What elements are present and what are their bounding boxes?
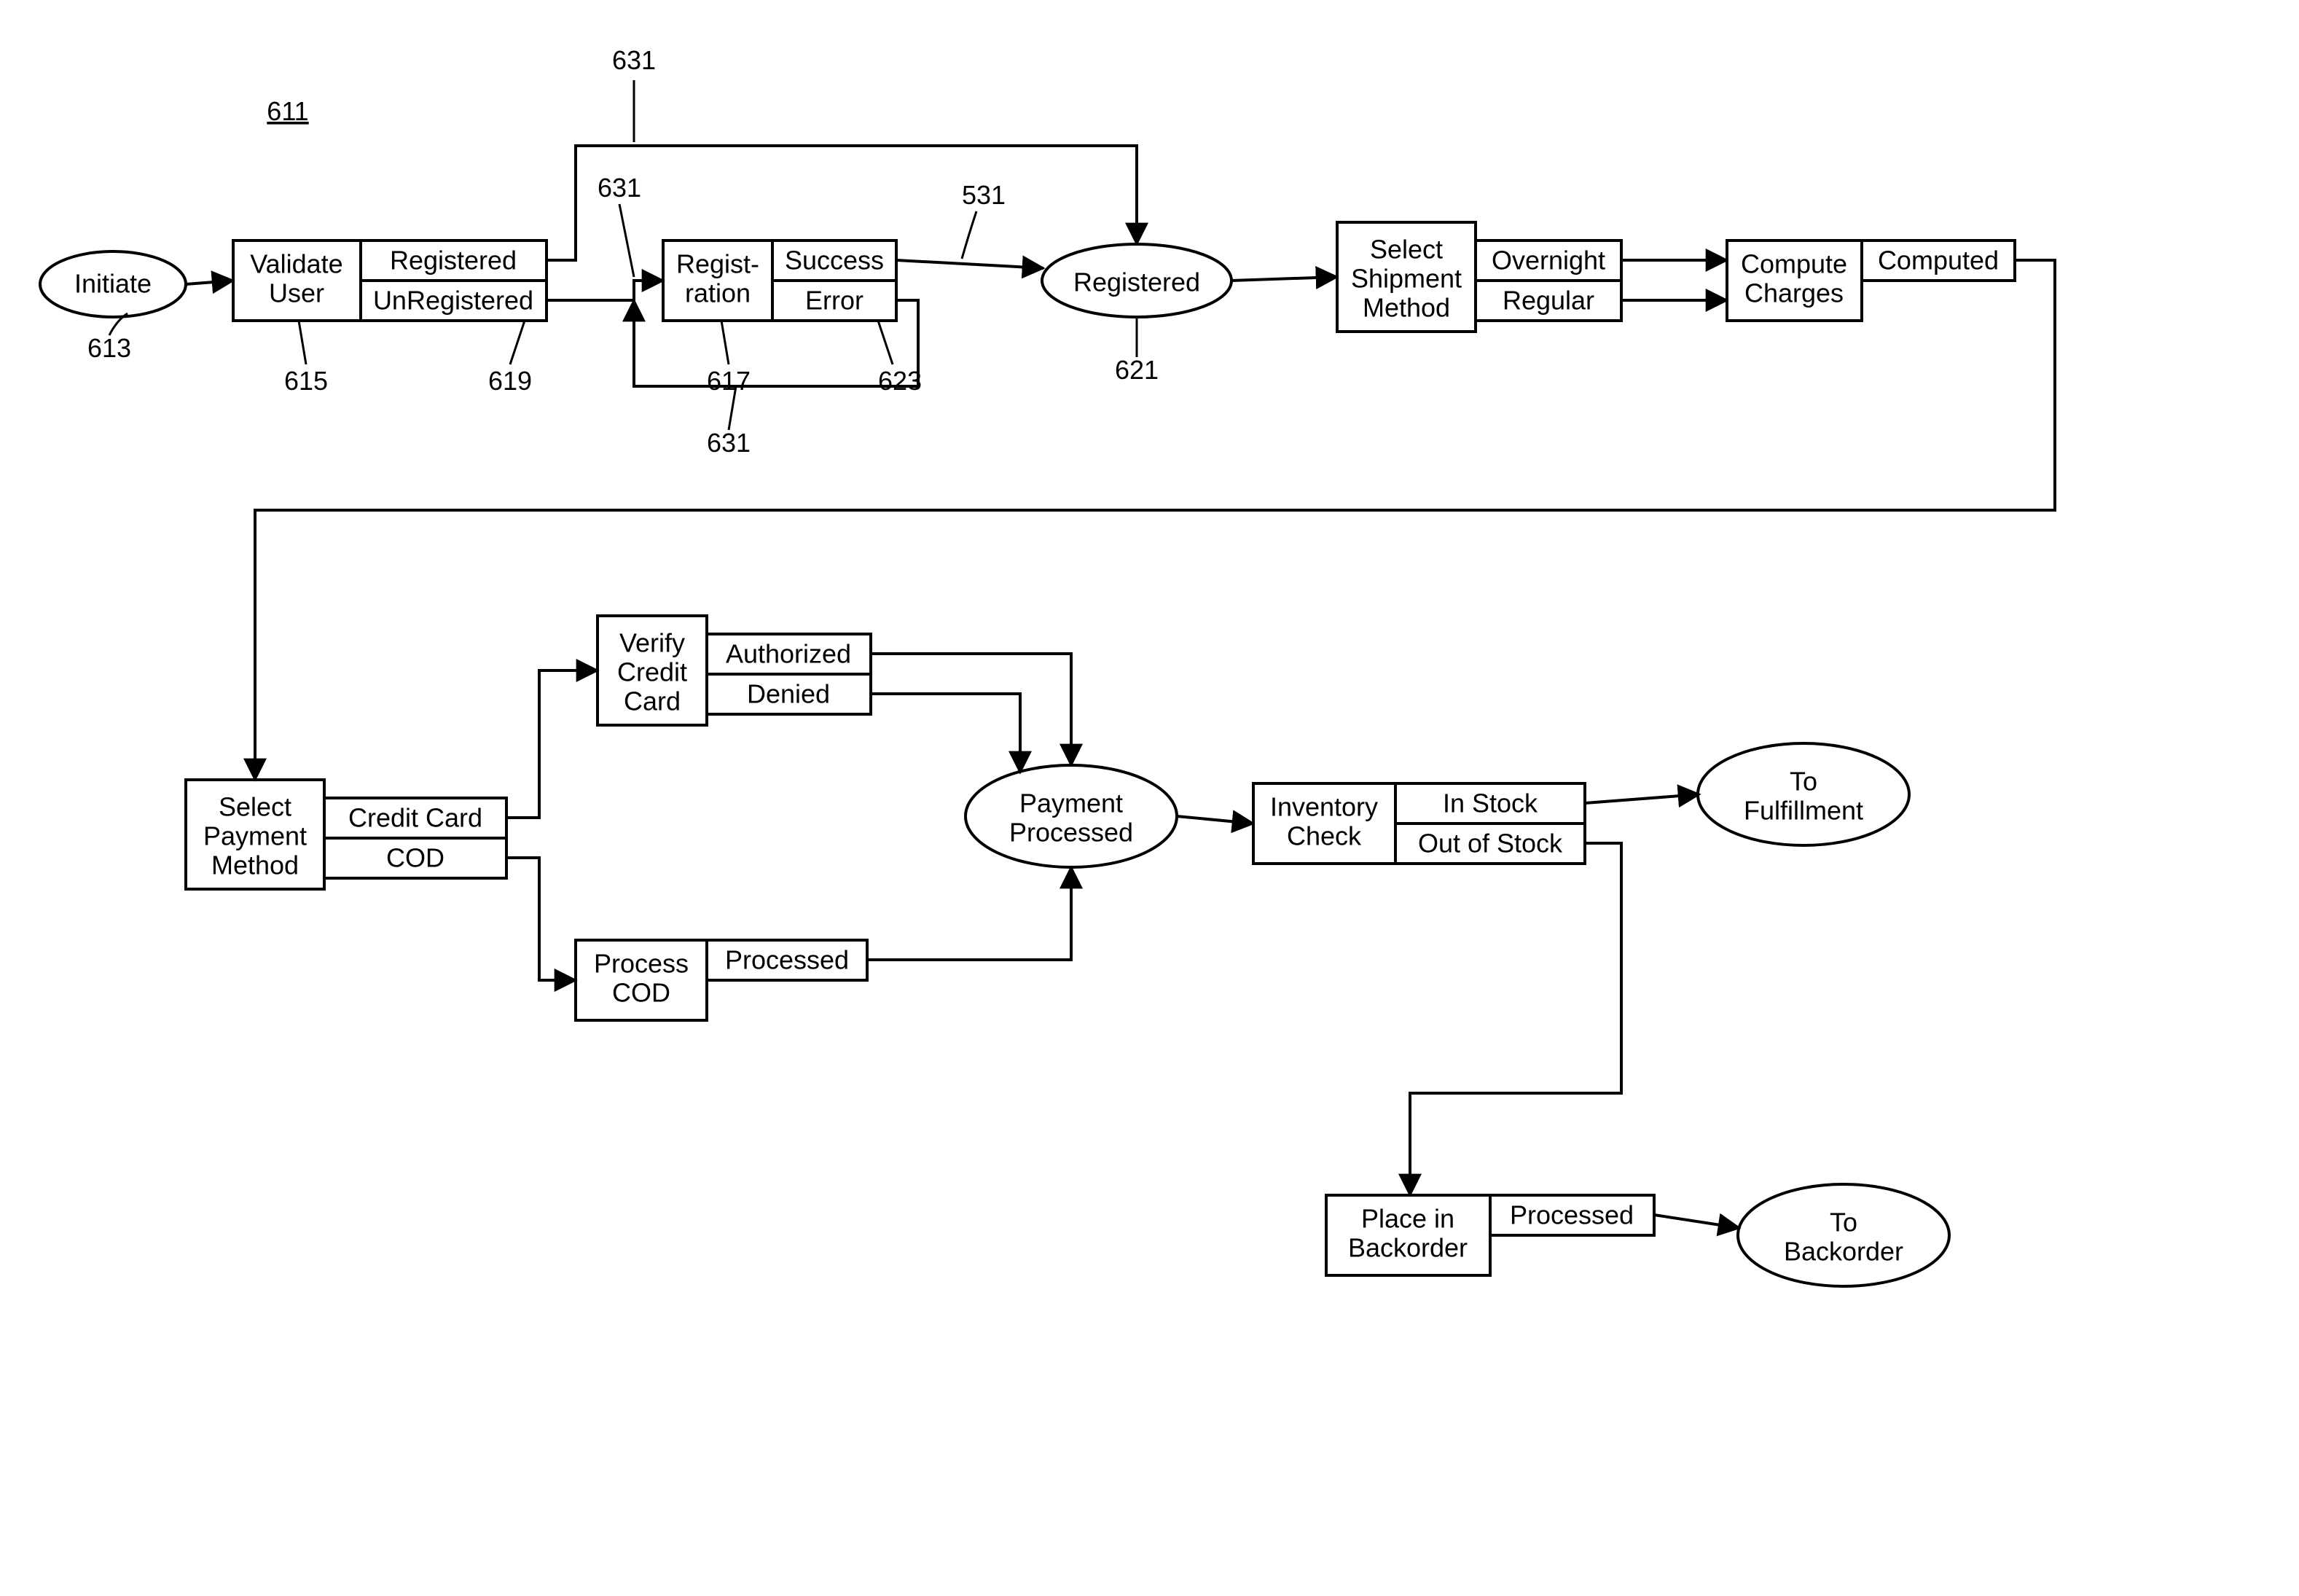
fulfil-line2: Fulfillment (1744, 796, 1863, 826)
validate-out-unregistered: UnRegistered (373, 286, 533, 316)
leader-531 (962, 211, 976, 259)
node-registration: Regist- ration Success Error (663, 240, 896, 321)
edge-pay-cod-process (506, 858, 576, 980)
ref-631-mid: 631 (598, 173, 641, 203)
fulfil-line1: To (1790, 767, 1817, 797)
tbo-line2: Backorder (1784, 1237, 1903, 1267)
leader-617 (721, 321, 729, 364)
pcod-line2: COD (612, 978, 670, 1008)
ref-631-bot: 631 (707, 428, 751, 458)
inv-out-outofstock: Out of Stock (1418, 829, 1563, 858)
leader-615 (299, 321, 306, 364)
node-process-cod: Process COD Processed (576, 940, 867, 1020)
ref-615: 615 (284, 366, 328, 396)
ship-out-regular: Regular (1503, 286, 1594, 316)
compute-line2: Charges (1744, 278, 1844, 308)
node-validate-user: Validate User Registered UnRegistered (233, 240, 547, 321)
validate-line2: User (269, 278, 324, 308)
pbo-line2: Backorder (1348, 1233, 1468, 1263)
node-payment-processed: Payment Processed (966, 765, 1177, 867)
node-verify-cc: Verify Credit Card Authorized Denied (598, 616, 871, 725)
pay-line3: Method (211, 850, 299, 880)
registered-label: Registered (1073, 267, 1200, 297)
pay-line2: Payment (203, 821, 307, 851)
pay-out-cod: COD (386, 843, 444, 873)
ref-531: 531 (962, 180, 1006, 210)
payproc-line1: Payment (1019, 789, 1123, 818)
tbo-line1: To (1830, 1208, 1857, 1237)
ref-623: 623 (878, 366, 922, 396)
ship-out-overnight: Overnight (1492, 246, 1605, 275)
edge-registration-success-registered (896, 260, 1043, 268)
leader-631-mid (619, 204, 634, 277)
diagram-id-label: 611 (267, 96, 308, 126)
vcc-line3: Card (624, 686, 681, 716)
compute-line1: Compute (1741, 249, 1847, 279)
ref-617: 617 (707, 366, 751, 396)
edge-outofstock-backorder (1410, 843, 1621, 1195)
edge-authorized-payment (871, 654, 1071, 765)
registration-out-error: Error (805, 286, 863, 316)
ref-631-top: 631 (612, 45, 656, 75)
ref-621: 621 (1115, 355, 1159, 385)
node-select-shipment: Select Shipment Method Overnight Regular (1337, 222, 1621, 332)
inv-line1: Inventory (1270, 792, 1378, 822)
validate-line1: Validate (250, 249, 342, 279)
vcc-line2: Credit (617, 657, 687, 687)
edge-registered-selectship (1231, 277, 1337, 281)
vcc-out-denied: Denied (747, 679, 830, 709)
inv-out-instock: In Stock (1443, 789, 1538, 818)
pcod-line1: Process (594, 949, 689, 979)
leader-619 (510, 321, 525, 364)
node-initiate: Initiate (40, 251, 186, 317)
pcod-out-processed: Processed (725, 945, 849, 975)
payproc-line2: Processed (1009, 818, 1133, 848)
node-select-payment: Select Payment Method Credit Card COD (186, 780, 506, 889)
registration-out-success: Success (785, 246, 884, 275)
edge-payment-inventory (1177, 816, 1253, 824)
initiate-label: Initiate (74, 269, 152, 299)
ship-line1: Select (1370, 235, 1443, 265)
ship-line2: Shipment (1351, 264, 1462, 294)
edge-denied-payment (871, 694, 1020, 772)
node-to-fulfillment: To Fulfillment (1698, 743, 1909, 845)
node-inventory-check: Inventory Check In Stock Out of Stock (1253, 783, 1585, 864)
registration-line2: ration (685, 278, 751, 308)
inv-line2: Check (1287, 821, 1362, 851)
edge-processed-cod-payment (867, 867, 1071, 960)
registration-line1: Regist- (676, 249, 759, 279)
pbo-line1: Place in (1361, 1204, 1454, 1234)
edge-validate-unreg-registration (547, 281, 663, 300)
ref-619: 619 (488, 366, 532, 396)
validate-out-registered: Registered (390, 246, 517, 275)
node-registered: Registered (1042, 244, 1231, 317)
ship-line3: Method (1363, 293, 1450, 323)
vcc-out-authorized: Authorized (726, 639, 851, 669)
pay-line1: Select (219, 792, 291, 822)
compute-out-computed: Computed (1878, 246, 1999, 275)
pay-out-cc: Credit Card (348, 803, 482, 833)
node-place-backorder: Place in Backorder Processed (1326, 1195, 1654, 1275)
edge-backorder-tobackorder (1654, 1215, 1739, 1228)
pbo-out-processed: Processed (1510, 1200, 1634, 1230)
edge-pay-cc-verify (506, 670, 598, 818)
leader-623 (878, 321, 893, 364)
edge-initiate-validate (186, 281, 233, 284)
vcc-line1: Verify (619, 628, 685, 658)
edge-instock-fulfill (1585, 794, 1699, 803)
edge-computed-selectpay (255, 260, 2055, 780)
node-to-backorder: To Backorder (1738, 1184, 1949, 1286)
ref-613: 613 (87, 333, 131, 363)
node-compute-charges: Compute Charges Computed (1727, 240, 2015, 321)
